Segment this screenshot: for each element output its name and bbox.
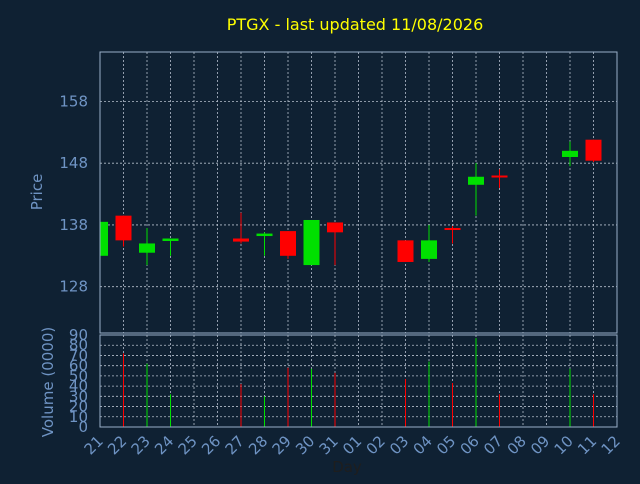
x-tick-label: 06 — [457, 432, 483, 458]
x-tick-label: 21 — [81, 432, 107, 458]
volume-tick-label: 60 — [69, 357, 88, 375]
candle-body — [139, 243, 155, 253]
x-tick-label: 08 — [504, 432, 530, 458]
volume-tick-label: 50 — [69, 367, 88, 385]
candle-body — [327, 222, 343, 233]
x-tick-label: 01 — [339, 432, 365, 458]
x-tick-label: 29 — [269, 432, 295, 458]
volume-tick-label: 90 — [69, 326, 88, 344]
volume-tick-label: 10 — [69, 408, 88, 426]
x-tick-label: 12 — [598, 432, 624, 458]
candle-body — [115, 215, 132, 241]
x-tick-label: 22 — [104, 432, 130, 458]
tick-labels: 1281381481580102030405060708090212223242… — [59, 92, 623, 458]
candle-body — [100, 221, 108, 256]
x-tick-label: 30 — [292, 432, 318, 458]
candle-body — [303, 219, 320, 266]
candle-body — [562, 150, 578, 157]
volume-panel-frame — [99, 334, 618, 428]
x-tick-label: 27 — [222, 432, 248, 458]
x-tick-label: 04 — [410, 432, 436, 458]
candle-body — [585, 139, 602, 161]
x-tick-label: 11 — [574, 432, 600, 458]
x-tick-label: 02 — [363, 432, 389, 458]
candle-body — [421, 240, 437, 259]
x-tick-label: 25 — [175, 432, 201, 458]
candle-body — [491, 175, 508, 178]
candle-body — [162, 238, 179, 241]
price-tick-label: 148 — [59, 154, 88, 172]
candle-body — [468, 176, 484, 185]
candles — [99, 139, 602, 266]
candle-body — [233, 238, 249, 242]
price-panel-frame — [99, 51, 618, 334]
candle-body — [444, 228, 461, 231]
candle-body — [397, 240, 414, 262]
volume-tick-label: 20 — [69, 398, 88, 416]
candle-body — [256, 233, 273, 237]
volume-tick-label: 30 — [69, 387, 88, 405]
x-tick-label: 31 — [316, 432, 342, 458]
x-tick-label: 28 — [245, 432, 271, 458]
volume-tick-label: 80 — [69, 336, 88, 354]
volume-bars — [123, 338, 594, 427]
x-tick-label: 09 — [527, 432, 553, 458]
x-tick-label: 24 — [151, 432, 177, 458]
volume-axis-label: Volume (0000) — [39, 327, 57, 437]
x-tick-label: 07 — [480, 432, 506, 458]
x-axis-label: Day — [332, 458, 362, 476]
price-tick-label: 128 — [59, 278, 88, 296]
price-tick-label: 158 — [59, 92, 88, 110]
x-tick-label: 26 — [198, 432, 224, 458]
chart-title: PTGX - last updated 11/08/2026 — [227, 15, 484, 34]
price-tick-label: 138 — [59, 216, 88, 234]
candle-body — [280, 231, 296, 256]
volume-tick-label: 40 — [69, 377, 88, 395]
x-tick-label: 23 — [128, 432, 154, 458]
volume-tick-label: 70 — [69, 346, 88, 364]
x-tick-label: 10 — [551, 432, 577, 458]
volume-tick-label: 0 — [78, 418, 88, 436]
x-tick-label: 03 — [386, 432, 412, 458]
price-axis-label: Price — [28, 174, 46, 211]
plot-frames — [99, 51, 618, 428]
x-tick-label: 05 — [433, 432, 459, 458]
